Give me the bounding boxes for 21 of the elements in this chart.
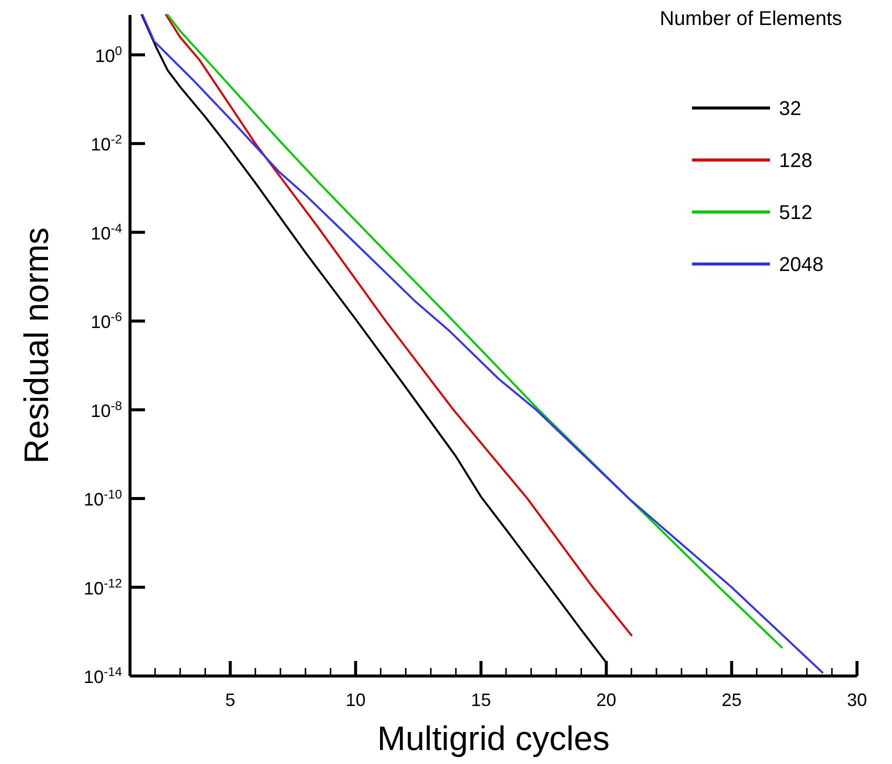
y-tick-label: 10$^{-8}$ <box>90 398 122 421</box>
y-tick-label: 10$^{-10}$ <box>84 488 122 510</box>
x-tick-label: 5 <box>225 690 236 710</box>
legend-label: 2048 <box>779 254 824 276</box>
y-tick-label: 10$^{0}$ <box>94 44 122 66</box>
legend-title: Number of Elements <box>660 8 842 30</box>
x-tick-label: 10 <box>346 690 366 710</box>
x-tick-label: 25 <box>722 690 742 710</box>
legend-label: 128 <box>779 150 812 172</box>
x-tick-label: 15 <box>470 690 491 710</box>
x-tick-label: 20 <box>596 690 616 710</box>
y-tick-label: 10$^{-12}$ <box>84 576 122 598</box>
y-axis-title: Residual norms <box>18 227 56 464</box>
y-tick-label: 10$^{-6}$ <box>90 310 122 332</box>
legend-label: 32 <box>779 98 802 120</box>
x-tick-label: 30 <box>846 690 868 710</box>
x-axis-title: Multigrid cycles <box>377 720 610 758</box>
y-tick-label: 10$^{-14}$ <box>84 665 122 687</box>
y-tick-label: 10$^{-4}$ <box>90 221 122 244</box>
y-tick-label: 10$^{-2}$ <box>90 132 122 155</box>
legend-label: 512 <box>779 202 812 224</box>
